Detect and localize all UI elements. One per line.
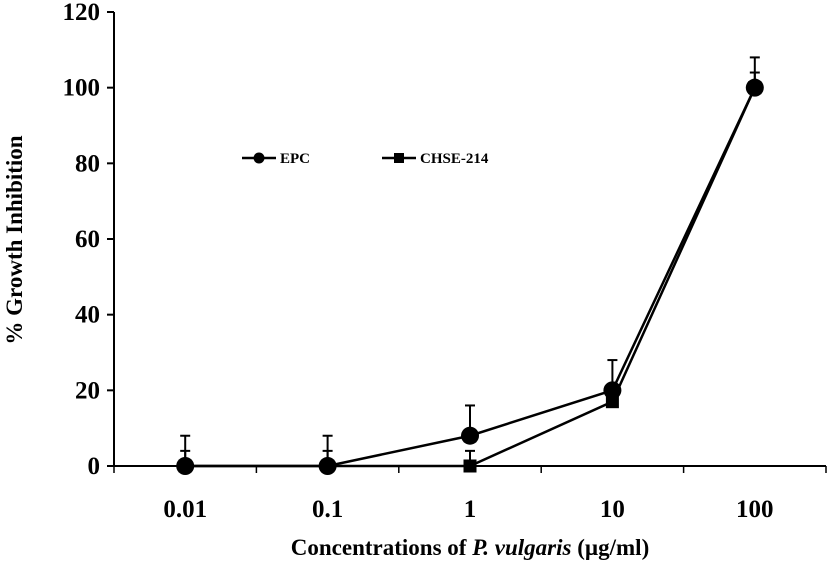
legend-label: EPC (280, 151, 310, 167)
series-layer (176, 56, 764, 475)
y-tick-label: 80 (75, 150, 100, 177)
legend: EPC CHSE-214 (242, 151, 489, 167)
x-tick-label: 0.1 (312, 496, 343, 523)
data-point (321, 459, 335, 473)
x-tick-label: 1 (464, 496, 477, 523)
x-axis-title: Concentrations of P. vulgaris (µg/ml) (291, 535, 649, 560)
legend-marker (253, 152, 265, 164)
x-tick-label: 10 (600, 496, 625, 523)
data-point (178, 459, 192, 473)
y-tick-label: 40 (75, 302, 100, 329)
data-point (603, 381, 622, 400)
y-tick-label: 20 (75, 377, 100, 404)
y-tick-label: 100 (63, 75, 101, 102)
legend-marker (394, 153, 404, 163)
data-point (463, 459, 477, 473)
x-axis-title-italic: P. vulgaris (471, 535, 571, 560)
x-axis-title-prefix: Concentrations of (291, 535, 472, 560)
y-tick-labels: 0 20 40 60 80 100 120 (63, 0, 101, 480)
y-axis-title: % Growth Inhibition (2, 135, 27, 344)
data-point (748, 81, 762, 95)
x-tick-labels: 0.01 0.1 1 10 100 (163, 496, 773, 523)
legend-item: EPC (242, 151, 310, 167)
data-point (605, 395, 619, 409)
series-epc (176, 56, 764, 475)
legend-item: CHSE-214 (382, 151, 489, 167)
y-tick-label: 60 (75, 226, 100, 253)
y-tick-label: 0 (88, 453, 101, 480)
series-chse-214 (178, 71, 762, 473)
x-tick-label: 0.01 (163, 496, 207, 523)
axes (107, 11, 827, 473)
x-axis-title-suffix: (µg/ml) (571, 535, 649, 560)
y-tick-label: 120 (63, 0, 101, 26)
x-tick-label: 100 (736, 496, 774, 523)
data-point (461, 426, 480, 445)
legend-label: CHSE-214 (420, 151, 489, 167)
